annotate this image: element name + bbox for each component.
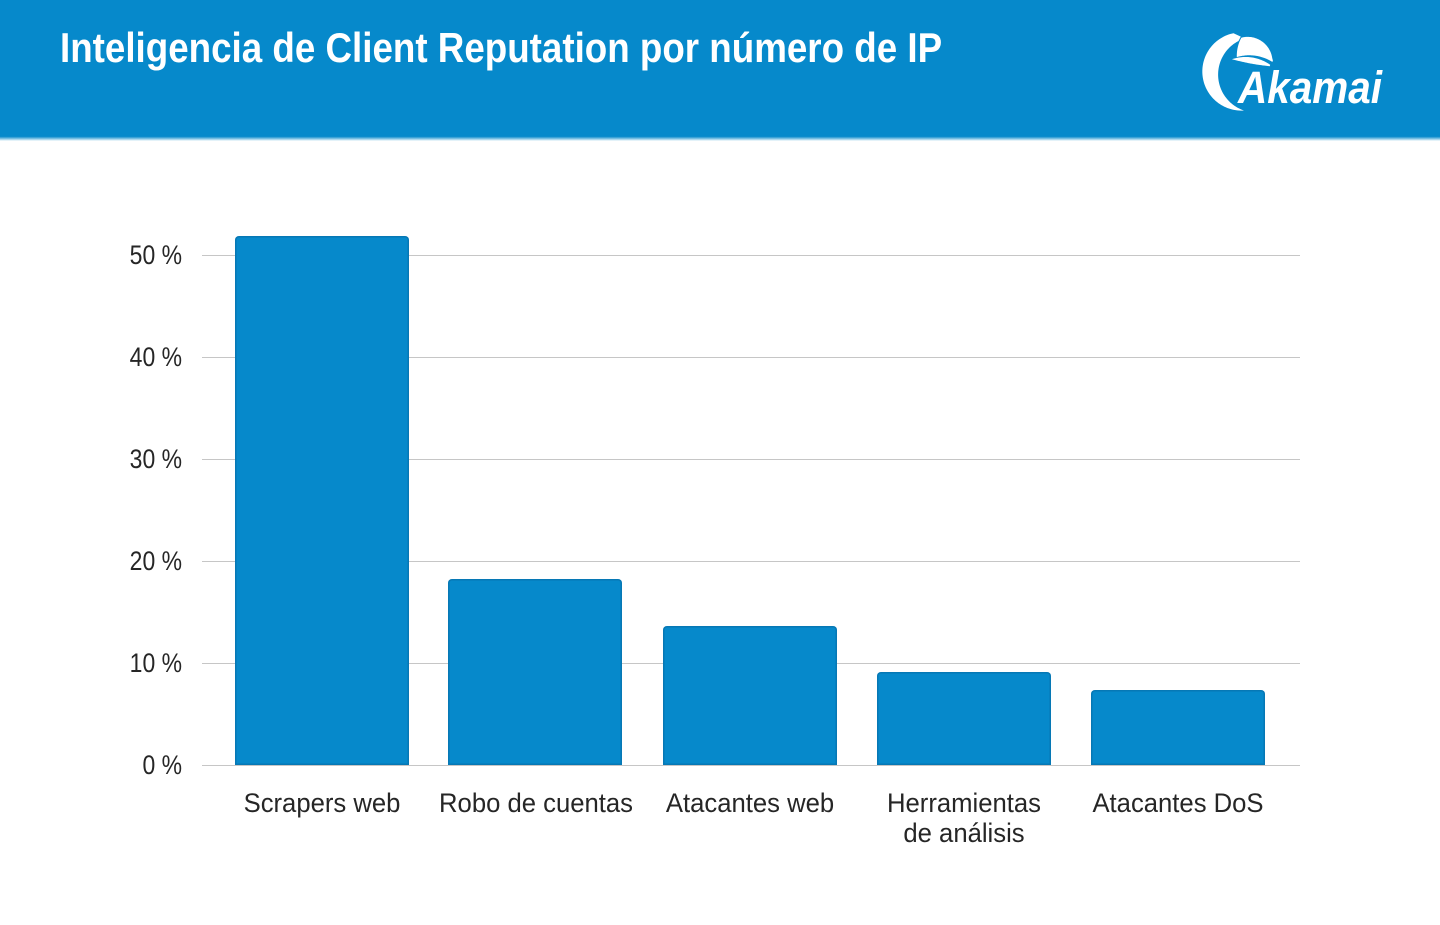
svg-text:Akamai: Akamai xyxy=(1237,63,1383,112)
